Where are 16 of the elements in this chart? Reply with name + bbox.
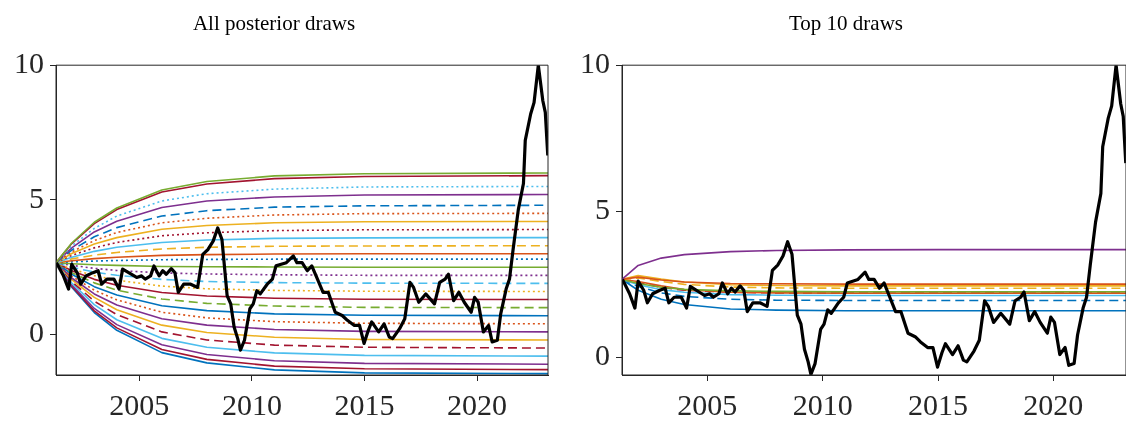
x-tick-label: 2020 xyxy=(447,387,508,421)
chart-title: All posterior draws xyxy=(192,11,356,36)
y-tick-label: 0 xyxy=(29,315,44,349)
y-tick-label: 5 xyxy=(29,180,44,214)
y-tick-label: 10 xyxy=(580,46,610,80)
x-tick-label: 2005 xyxy=(109,387,170,421)
x-tick-label: 2015 xyxy=(334,387,395,421)
x-tick-label: 2010 xyxy=(221,387,282,421)
y-tick-label: 5 xyxy=(595,192,610,226)
x-tick-label: 2020 xyxy=(1023,387,1084,421)
x-tick-label: 2015 xyxy=(908,387,969,421)
chart-title: Top 10 draws xyxy=(788,11,904,36)
y-tick-label: 10 xyxy=(14,46,44,80)
x-tick-label: 2010 xyxy=(792,387,853,421)
x-tick-label: 2005 xyxy=(677,387,738,421)
y-tick-label: 0 xyxy=(595,338,610,372)
